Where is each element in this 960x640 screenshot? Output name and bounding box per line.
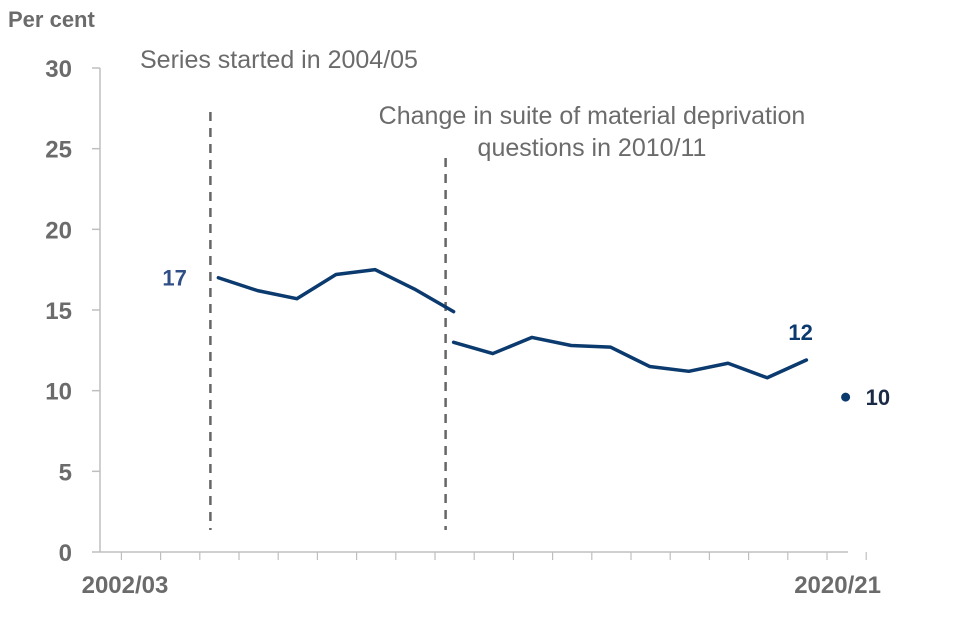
data-label: 10 (866, 385, 890, 410)
y-axis-label: Per cent (8, 7, 95, 32)
annotations: Series started in 2004/05 Change in suite… (140, 46, 805, 162)
y-tick-label: 20 (45, 217, 72, 244)
y-tick-label: 5 (59, 459, 72, 486)
series-line-2 (451, 335, 809, 380)
data-label: 12 (788, 320, 812, 345)
x-axis: 2002/03 2020/21 (82, 551, 881, 599)
y-axis: 0 5 10 15 20 25 30 (45, 56, 101, 567)
series-point (841, 392, 851, 402)
y-tick-label: 0 (59, 540, 72, 567)
dividers (209, 112, 447, 530)
data-label: 17 (162, 266, 186, 291)
x-tick-label-end: 2020/21 (794, 572, 881, 599)
data-labels: 17 12 10 (162, 266, 890, 410)
y-tick-label: 15 (45, 298, 72, 325)
y-tick-label: 10 (45, 379, 72, 406)
series-line-1 (216, 267, 456, 314)
y-tick-label: 25 (45, 137, 72, 164)
annotation-suite-change-line: questions in 2010/11 (478, 134, 707, 162)
y-tick-label: 30 (45, 56, 72, 83)
x-tick-label-start: 2002/03 (82, 572, 169, 599)
annotation-suite-change-line: Change in suite of material deprivation (379, 102, 806, 130)
series (216, 267, 851, 402)
annotation-series-start: Series started in 2004/05 (140, 46, 418, 74)
